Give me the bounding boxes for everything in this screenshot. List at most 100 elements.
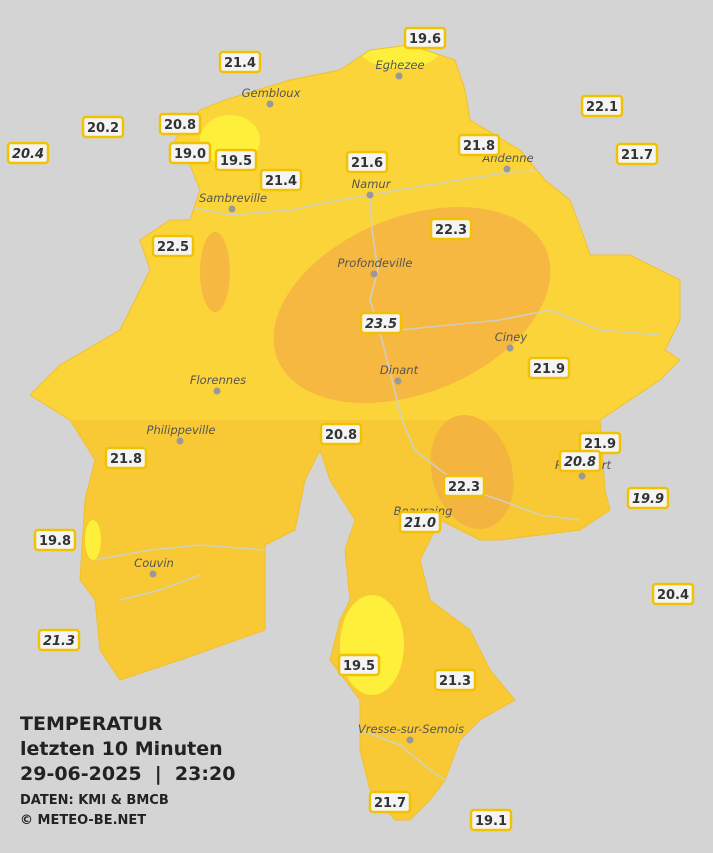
station: 19.6 [403, 26, 447, 50]
zone-warm [430, 415, 514, 529]
station: 20.8 [158, 112, 202, 136]
station-value: 21.9 [584, 437, 616, 452]
station-value: 21.7 [374, 796, 406, 811]
zone-warm [273, 206, 551, 404]
city-dot [370, 270, 378, 278]
station-box [651, 582, 695, 606]
station-value: 22.3 [435, 223, 467, 238]
station-value: 20.8 [325, 428, 357, 443]
timestamp: 29-06-2025 | 23:20 [20, 763, 235, 785]
zone-cool [340, 595, 404, 695]
station-value: 21.3 [43, 634, 75, 649]
city-dot [395, 72, 403, 80]
station-value: 23.5 [365, 317, 397, 332]
city-dot [266, 100, 274, 108]
station: 19.8 [33, 528, 77, 552]
station-box [469, 808, 513, 832]
station-value: 21.4 [265, 174, 297, 189]
city-label: Eghezee [375, 58, 424, 72]
station-box [359, 311, 403, 335]
station: 19.1 [469, 808, 513, 832]
city-dot [213, 387, 221, 395]
station: 19.5 [337, 653, 381, 677]
station-value: 22.1 [586, 100, 618, 115]
city-label: Philippeville [147, 423, 216, 437]
station-value: 19.9 [632, 492, 664, 507]
station-value: 19.8 [39, 534, 71, 549]
station-value: 20.4 [12, 147, 44, 162]
station: 20.8 [558, 449, 602, 473]
station: 21.8 [457, 133, 501, 157]
station: 21.0 [398, 510, 442, 534]
station: 23.5 [359, 311, 403, 335]
station-value: 21.8 [110, 452, 142, 467]
zone-cool [85, 520, 101, 560]
station: 21.8 [104, 446, 148, 470]
station-box [527, 356, 571, 380]
station-box [615, 142, 659, 166]
city-dot [228, 205, 236, 213]
zone-warm [200, 232, 230, 312]
city-label: Gembloux [242, 86, 301, 100]
station-value: 19.0 [174, 147, 206, 162]
station-box [626, 486, 670, 510]
station-box [214, 148, 258, 172]
station: 21.4 [218, 50, 262, 74]
subtitle: letzten 10 Minuten [20, 738, 223, 760]
station-box [398, 510, 442, 534]
city-label: Couvin [134, 556, 174, 570]
station-value: 21.4 [224, 56, 256, 71]
copyright: © METEO-BE.NET [20, 813, 146, 828]
city-dot [394, 377, 402, 385]
station-value: 19.1 [475, 814, 507, 829]
city-dot [149, 570, 157, 578]
city-dot [366, 191, 374, 199]
legend-text: TEMPERATUR letzten 10 Minuten 29-06-2025… [20, 713, 235, 828]
city-label: Namur [352, 177, 392, 191]
station: 22.3 [429, 217, 473, 241]
station-value: 19.6 [409, 32, 441, 47]
city-dot [176, 437, 184, 445]
station: 21.9 [578, 431, 622, 455]
station-value: 22.3 [448, 480, 480, 495]
station-box [433, 668, 477, 692]
station: 22.5 [151, 234, 195, 258]
city-label: Sambreville [199, 191, 267, 205]
station-box [457, 133, 501, 157]
station: 20.4 [6, 141, 50, 165]
station-box [33, 528, 77, 552]
station-box [168, 141, 212, 165]
station-value: 19.5 [220, 154, 252, 169]
station: 21.7 [615, 142, 659, 166]
station-box [368, 790, 412, 814]
station: 22.3 [442, 474, 486, 498]
station-value: 21.9 [533, 362, 565, 377]
station: 21.6 [345, 150, 389, 174]
station-box [403, 26, 447, 50]
station-value: 20.8 [564, 455, 596, 470]
zone-cool [360, 45, 440, 68]
city-label: Ciney [495, 330, 528, 344]
station-box [218, 50, 262, 74]
station: 20.8 [319, 422, 363, 446]
station-box [345, 150, 389, 174]
station-box [442, 474, 486, 498]
station-value: 22.5 [157, 240, 189, 255]
station-box [6, 141, 50, 165]
station-box [319, 422, 363, 446]
station-value: 20.2 [87, 121, 119, 136]
stations: 19.6 21.4 22.1 20.2 20.8 20.4 19.0 19.5 21.8 21.7… [6, 26, 695, 832]
station-value: 20.8 [164, 118, 196, 133]
station-value: 21.7 [621, 148, 653, 163]
city-dot [503, 165, 511, 173]
station-value: 21.0 [404, 516, 436, 531]
station: 19.0 [168, 141, 212, 165]
station: 20.2 [81, 115, 125, 139]
station: 21.3 [433, 668, 477, 692]
city-label: Dinant [380, 363, 419, 377]
title: TEMPERATUR [20, 713, 163, 735]
station: 21.3 [37, 628, 81, 652]
station-box [158, 112, 202, 136]
station-value: 19.5 [343, 659, 375, 674]
station: 20.4 [651, 582, 695, 606]
